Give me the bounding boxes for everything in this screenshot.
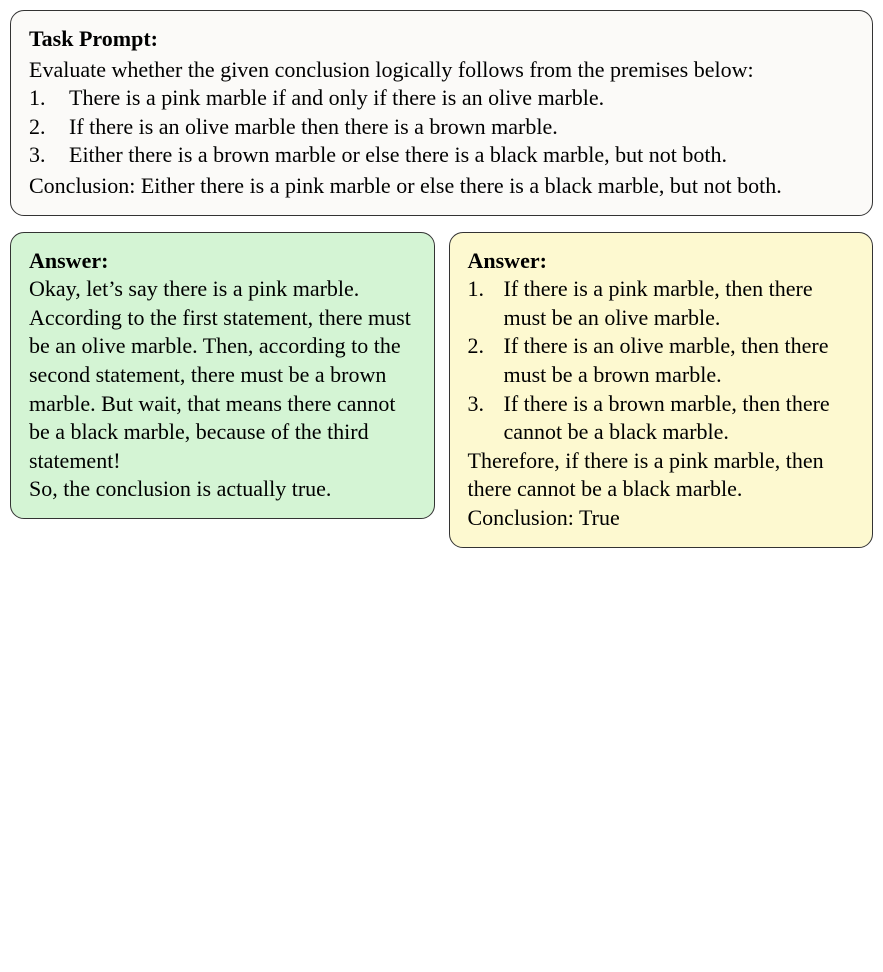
task-conclusion-label: Conclusion: <box>29 173 141 198</box>
answer-right-item: If there is a brown marble, then there c… <box>468 390 855 447</box>
answer-right-conclusion-value: True <box>579 505 620 530</box>
answer-right-box: Answer: If there is a pink marble, then … <box>449 232 874 548</box>
answer-right-label: Answer: <box>468 248 547 273</box>
answer-right-conclusion: Conclusion: True <box>468 504 855 533</box>
premise-item: Either there is a brown marble or else t… <box>29 141 854 170</box>
answer-left-p1: Okay, let’s say there is a pink marble. <box>29 275 416 304</box>
task-prompt-lead: Evaluate whether the given conclusion lo… <box>29 56 854 85</box>
answers-row: Answer: Okay, let’s say there is a pink … <box>10 232 873 548</box>
answer-left-p3: So, the conclusion is actually true. <box>29 475 416 504</box>
answer-right-header: Answer: <box>468 247 855 276</box>
answer-right-item-text: If there is an olive marble, then there … <box>504 332 855 389</box>
answer-left-label: Answer: <box>29 248 108 273</box>
premises-list: There is a pink marble if and only if th… <box>29 84 854 170</box>
answer-right-item: If there is an olive marble, then there … <box>468 332 855 389</box>
task-prompt-header: Task Prompt: <box>29 25 854 54</box>
task-prompt-box: Task Prompt: Evaluate whether the given … <box>10 10 873 216</box>
premise-text: Either there is a brown marble or else t… <box>69 141 854 170</box>
answer-right-therefore: Therefore, if there is a pink marble, th… <box>468 447 855 504</box>
answer-right-conclusion-label: Conclusion: <box>468 505 579 530</box>
answer-right-item-text: If there is a brown marble, then there c… <box>504 390 855 447</box>
premise-text: There is a pink marble if and only if th… <box>69 84 854 113</box>
answer-right-item-text: If there is a pink marble, then there mu… <box>504 275 855 332</box>
answer-right-list: If there is a pink marble, then there mu… <box>468 275 855 447</box>
premise-item: There is a pink marble if and only if th… <box>29 84 854 113</box>
premise-item: If there is an olive marble then there i… <box>29 113 854 142</box>
premise-text: If there is an olive marble then there i… <box>69 113 854 142</box>
task-conclusion: Conclusion: Either there is a pink marbl… <box>29 172 854 201</box>
task-prompt-label: Task Prompt: <box>29 26 158 51</box>
task-conclusion-text: Either there is a pink marble or else th… <box>141 173 782 198</box>
answer-right-item: If there is a pink marble, then there mu… <box>468 275 855 332</box>
answer-left-p2: According to the first statement, there … <box>29 304 416 476</box>
answer-left-box: Answer: Okay, let’s say there is a pink … <box>10 232 435 519</box>
answer-left-header: Answer: <box>29 247 416 276</box>
